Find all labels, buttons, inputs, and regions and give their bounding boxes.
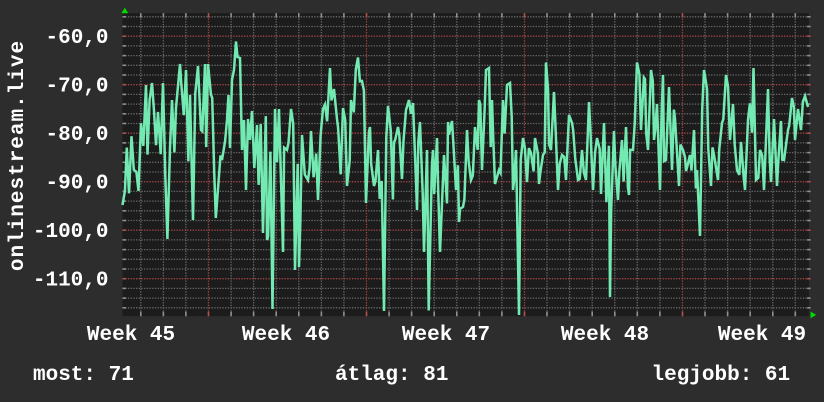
svg-text:Week 47: Week 47 [402,324,490,347]
svg-text:onlinestream.live: onlinestream.live [7,40,30,271]
svg-text:Week 48: Week 48 [561,324,649,347]
svg-text:Week 49: Week 49 [718,324,806,347]
svg-text:-80,0: -80,0 [45,124,108,147]
svg-text:legjobb: 61: legjobb: 61 [652,364,791,387]
svg-text:-60,0: -60,0 [45,27,108,50]
svg-text:-70,0: -70,0 [45,75,108,98]
svg-text:most: 71: most: 71 [33,364,134,387]
svg-text:-90,0: -90,0 [45,172,108,195]
svg-text:Week 45: Week 45 [87,324,175,347]
svg-text:átlag: 81: átlag: 81 [335,364,448,387]
svg-text:Week 46: Week 46 [242,324,330,347]
svg-text:-100,0: -100,0 [33,221,109,244]
svg-text:-110,0: -110,0 [33,269,109,292]
